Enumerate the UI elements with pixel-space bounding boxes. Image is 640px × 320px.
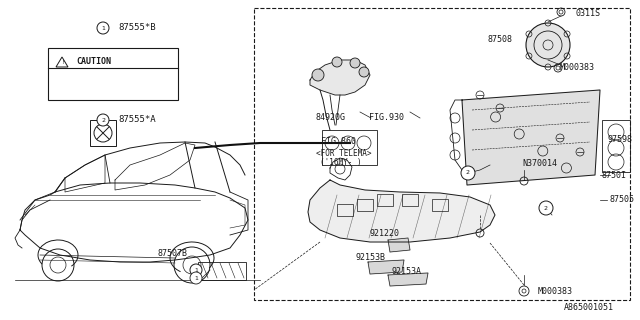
Bar — [357, 199, 373, 211]
Text: A865001051: A865001051 — [564, 303, 614, 313]
Circle shape — [350, 58, 360, 68]
Circle shape — [190, 264, 202, 276]
Text: 97598: 97598 — [608, 135, 633, 145]
Bar — [377, 194, 393, 206]
Text: 87505: 87505 — [610, 196, 635, 204]
Text: 1: 1 — [194, 268, 198, 273]
Circle shape — [526, 23, 570, 67]
Bar — [90, 120, 116, 146]
Circle shape — [97, 114, 109, 126]
Bar — [48, 48, 178, 100]
Polygon shape — [368, 260, 404, 274]
Text: M000383: M000383 — [560, 63, 595, 73]
Circle shape — [97, 22, 109, 34]
Polygon shape — [462, 90, 600, 185]
Text: FIG.860: FIG.860 — [321, 138, 356, 147]
Circle shape — [539, 201, 553, 215]
Text: 87555*A: 87555*A — [118, 116, 156, 124]
Polygon shape — [388, 273, 428, 286]
Circle shape — [190, 272, 202, 284]
Text: FIG.930: FIG.930 — [369, 114, 404, 123]
Text: 84920G: 84920G — [315, 114, 345, 123]
Text: 87555*B: 87555*B — [118, 23, 156, 33]
Circle shape — [332, 57, 342, 67]
Bar — [322, 130, 377, 165]
Text: <FOR TELEMA>: <FOR TELEMA> — [316, 148, 371, 157]
Text: 92153A: 92153A — [392, 268, 422, 276]
Bar — [432, 199, 448, 211]
Bar — [402, 194, 418, 206]
Text: ('16MY- ): ('16MY- ) — [320, 158, 362, 167]
Text: 2: 2 — [101, 117, 105, 123]
Text: N370014: N370014 — [522, 159, 557, 169]
Text: 87508: 87508 — [488, 36, 513, 44]
Text: 8750I: 8750I — [602, 171, 627, 180]
Polygon shape — [388, 238, 410, 252]
Text: CAUTION: CAUTION — [76, 58, 111, 67]
Text: 92153B: 92153B — [356, 253, 386, 262]
Polygon shape — [308, 180, 495, 242]
Text: 2: 2 — [544, 205, 548, 211]
Bar — [337, 204, 353, 216]
Circle shape — [312, 69, 324, 81]
Text: !: ! — [61, 60, 63, 66]
Circle shape — [359, 67, 369, 77]
Text: 0311S: 0311S — [575, 10, 600, 19]
Bar — [198, 262, 246, 280]
Text: 1: 1 — [194, 276, 198, 281]
Text: 87507B: 87507B — [158, 249, 188, 258]
Text: M000383: M000383 — [538, 287, 573, 297]
Text: 2: 2 — [466, 171, 470, 175]
Text: 921220: 921220 — [370, 228, 400, 237]
Bar — [254, 8, 630, 300]
Circle shape — [461, 166, 475, 180]
Polygon shape — [310, 60, 370, 95]
Text: 1: 1 — [101, 26, 105, 30]
Bar — [602, 120, 630, 172]
